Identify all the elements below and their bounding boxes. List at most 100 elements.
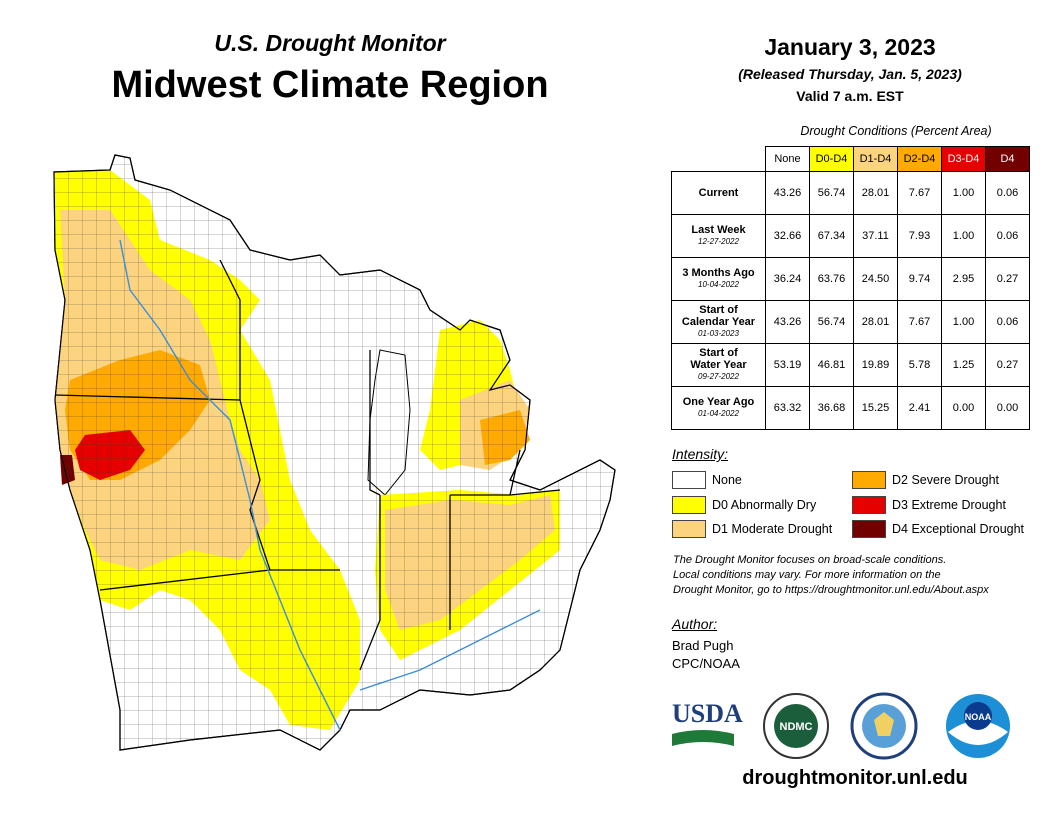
legend-label: D4 Exceptional Drought <box>892 522 1025 536</box>
table-cell: 1.00 <box>941 171 986 215</box>
row-date: 10-04-2022 <box>698 280 739 289</box>
table-cell: 0.06 <box>985 214 1030 258</box>
row-date: 12-27-2022 <box>698 237 739 246</box>
legend-label: D1 Moderate Drought <box>712 522 833 536</box>
table-cell: 2.41 <box>897 386 942 430</box>
table-cell: 56.74 <box>809 300 854 344</box>
table-cell: 19.89 <box>853 343 898 387</box>
table-cell: 36.24 <box>765 257 810 301</box>
table-cell: 7.67 <box>897 300 942 344</box>
table-cell: 1.25 <box>941 343 986 387</box>
table-cell: 0.27 <box>985 343 1030 387</box>
table-cell: 28.01 <box>853 171 898 215</box>
table-cell: 0.27 <box>985 257 1030 301</box>
table-cell: 36.68 <box>809 386 854 430</box>
table-cell: 1.00 <box>941 300 986 344</box>
legend-d1: D1 Moderate Drought <box>672 520 832 538</box>
col-header-d2d4: D2-D4 <box>897 146 942 172</box>
table-cell: 46.81 <box>809 343 854 387</box>
table-cell: 5.78 <box>897 343 942 387</box>
legend-d0: D0 Abnormally Dry <box>672 496 816 514</box>
agency-logos: USDA NDMC NOAA <box>672 692 1010 760</box>
row-label: 3 Months Ago 10-04-2022 <box>671 257 766 301</box>
legend-d4: D4 Exceptional Drought <box>852 520 1024 538</box>
swatch-d0 <box>672 496 706 514</box>
ohio-river <box>359 609 541 691</box>
row-label-line: Last Week <box>691 224 746 236</box>
note-line: Local conditions may vary. For more info… <box>673 569 941 581</box>
row-label-line: Water Year <box>690 359 747 371</box>
legend-label: D0 Abnormally Dry <box>712 498 817 512</box>
legend-label: D2 Severe Drought <box>892 473 1000 487</box>
col-header-d0d4: D0-D4 <box>809 146 854 172</box>
legend-title: Intensity: <box>672 446 729 462</box>
release-date: (Released Thursday, Jan. 5, 2023) <box>738 66 962 82</box>
legend-d3: D3 Extreme Drought <box>852 496 1006 514</box>
table-cell: 63.76 <box>809 257 854 301</box>
table-cell: 53.19 <box>765 343 810 387</box>
table-cell: 9.74 <box>897 257 942 301</box>
table-cell: 43.26 <box>765 171 810 215</box>
map-subtitle: U.S. Drought Monitor <box>214 30 446 56</box>
table-cell: 0.00 <box>985 386 1030 430</box>
swatch-none <box>672 471 706 489</box>
row-label-line: Start of <box>699 304 738 316</box>
table-row: Start of Calendar Year 01-03-2023 43.26 56.7… <box>671 300 1030 344</box>
author-title: Author: <box>672 616 718 632</box>
mississippi-river <box>119 239 341 731</box>
author-org: CPC/NOAA <box>672 656 740 671</box>
row-date: 09-27-2022 <box>698 372 739 381</box>
row-label-line: Current <box>698 187 739 199</box>
swatch-d3 <box>852 496 886 514</box>
table-cell: 1.00 <box>941 214 986 258</box>
row-label: Start of Water Year 09-27-2022 <box>671 343 766 387</box>
col-header-d3d4: D3-D4 <box>941 146 986 172</box>
note-line: The Drought Monitor focuses on broad-sca… <box>673 554 947 566</box>
col-header-none: None <box>765 146 810 172</box>
swatch-d2 <box>852 471 886 489</box>
drought-map <box>53 154 616 751</box>
row-label: Last Week 12-27-2022 <box>671 214 766 258</box>
table-cell: 28.01 <box>853 300 898 344</box>
noaa-logo: NOAA <box>946 694 1010 758</box>
row-label-line: Calendar Year <box>681 316 756 328</box>
author-name: Brad Pugh <box>672 638 734 653</box>
valid-time: Valid 7 a.m. EST <box>796 88 904 104</box>
map-date: January 3, 2023 <box>764 34 936 60</box>
table-row: Current 43.26 56.74 28.01 7.67 1.00 0.06 <box>671 171 1030 215</box>
usda-logo: USDA <box>672 699 743 746</box>
table-cell: 56.74 <box>809 171 854 215</box>
table-cell: 7.67 <box>897 171 942 215</box>
usda-text: USDA <box>672 699 743 728</box>
col-header-d1d4: D1-D4 <box>853 146 898 172</box>
table-row: 3 Months Ago 10-04-2022 36.24 63.76 24.50 9.7… <box>671 257 1030 301</box>
swatch-d1 <box>672 520 706 538</box>
table-cell: 0.00 <box>941 386 986 430</box>
ndmc-text: NDMC <box>780 721 813 733</box>
col-header-d4: D4 <box>985 146 1030 172</box>
swatch-d4 <box>852 520 886 538</box>
table-cell: 0.06 <box>985 171 1030 215</box>
table-caption: Drought Conditions (Percent Area) <box>800 124 992 138</box>
row-label: Start of Calendar Year 01-03-2023 <box>671 300 766 344</box>
row-label-line: 3 Months Ago <box>682 267 755 279</box>
doc-seal-logo <box>850 692 918 760</box>
noaa-text: NOAA <box>965 712 992 722</box>
table-cell: 7.93 <box>897 214 942 258</box>
row-label: One Year Ago 01-04-2022 <box>671 386 766 430</box>
table-cell: 0.06 <box>985 300 1030 344</box>
website-link[interactable]: droughtmonitor.unl.edu <box>742 767 968 789</box>
row-label: Current <box>671 171 766 215</box>
table-cell: 67.34 <box>809 214 854 258</box>
note-line: Drought Monitor, go to https://droughtmo… <box>673 584 989 596</box>
table-row: Start of Water Year 09-27-2022 53.19 46.81 19… <box>671 343 1030 387</box>
table-cell: 63.32 <box>765 386 810 430</box>
row-label-line: One Year Ago <box>682 396 755 408</box>
map-title: Midwest Climate Region <box>111 64 549 106</box>
legend-label: D3 Extreme Drought <box>892 498 1006 512</box>
row-date: 01-04-2022 <box>698 409 739 418</box>
table-cell: 43.26 <box>765 300 810 344</box>
row-date: 01-03-2023 <box>698 329 739 338</box>
table-cell: 37.11 <box>853 214 898 258</box>
ndmc-logo: NDMC <box>763 693 829 759</box>
